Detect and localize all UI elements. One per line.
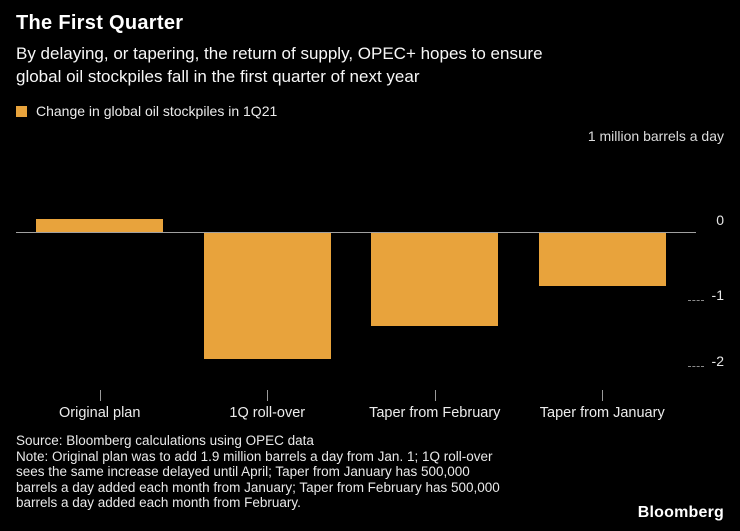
note-line: Note: Original plan was to add 1.9 milli… (16, 448, 493, 464)
note-line: barrels a day added each month from Janu… (16, 479, 500, 495)
bloomberg-logo: Bloomberg (637, 504, 724, 521)
category-label: Original plan (59, 405, 141, 421)
x-axis-ticks (16, 390, 686, 402)
legend-swatch (16, 105, 27, 117)
x-axis-labels: Original plan 1Q roll-over Taper from Febr… (16, 405, 686, 421)
category-label: Taper from January (539, 405, 665, 421)
subtitle-line: By delaying, or tapering, the return of … (16, 44, 543, 63)
y-axis-label: 0 (716, 211, 724, 228)
chart-subtitle: By delaying, or tapering, the return of … (16, 42, 724, 88)
x-axis-tick (602, 390, 603, 401)
subtitle-line: global oil stockpiles fall in the first … (16, 67, 420, 86)
category-label: Taper from February (369, 405, 501, 421)
x-axis-tick (267, 390, 268, 401)
bar-original-plan (36, 218, 163, 232)
source-line: Source: Bloomberg calculations using OPE… (16, 433, 314, 448)
category-label: 1Q roll-over (229, 405, 306, 421)
y-axis-label: -2 (711, 353, 724, 370)
zero-gridline (16, 231, 696, 233)
bar-1q-roll-over (204, 232, 331, 359)
note-block: Note: Original plan was to add 1.9 milli… (16, 449, 724, 511)
footnote: Source: Bloomberg calculations using OPE… (16, 433, 724, 511)
bar-taper-from-january (539, 232, 666, 286)
legend-label: Change in global oil stockpiles in 1Q21 (36, 103, 278, 119)
y-axis-label: -1 (711, 287, 724, 304)
plot-area: 0 -1 -2 (16, 146, 724, 390)
x-axis-tick (100, 390, 101, 401)
note-line: barrels a day added each month from Febr… (16, 495, 301, 510)
legend: Change in global oil stockpiles in 1Q21 (16, 103, 724, 119)
gridline-dash (688, 300, 704, 302)
gridline-dash (688, 366, 704, 368)
axis-unit-label: 1 million barrels a day (587, 128, 724, 144)
x-axis-tick (435, 390, 436, 401)
note-line: sees the same increase delayed until Apr… (16, 464, 470, 479)
chart-title: The First Quarter (16, 12, 184, 34)
bar-taper-from-february (371, 232, 498, 326)
